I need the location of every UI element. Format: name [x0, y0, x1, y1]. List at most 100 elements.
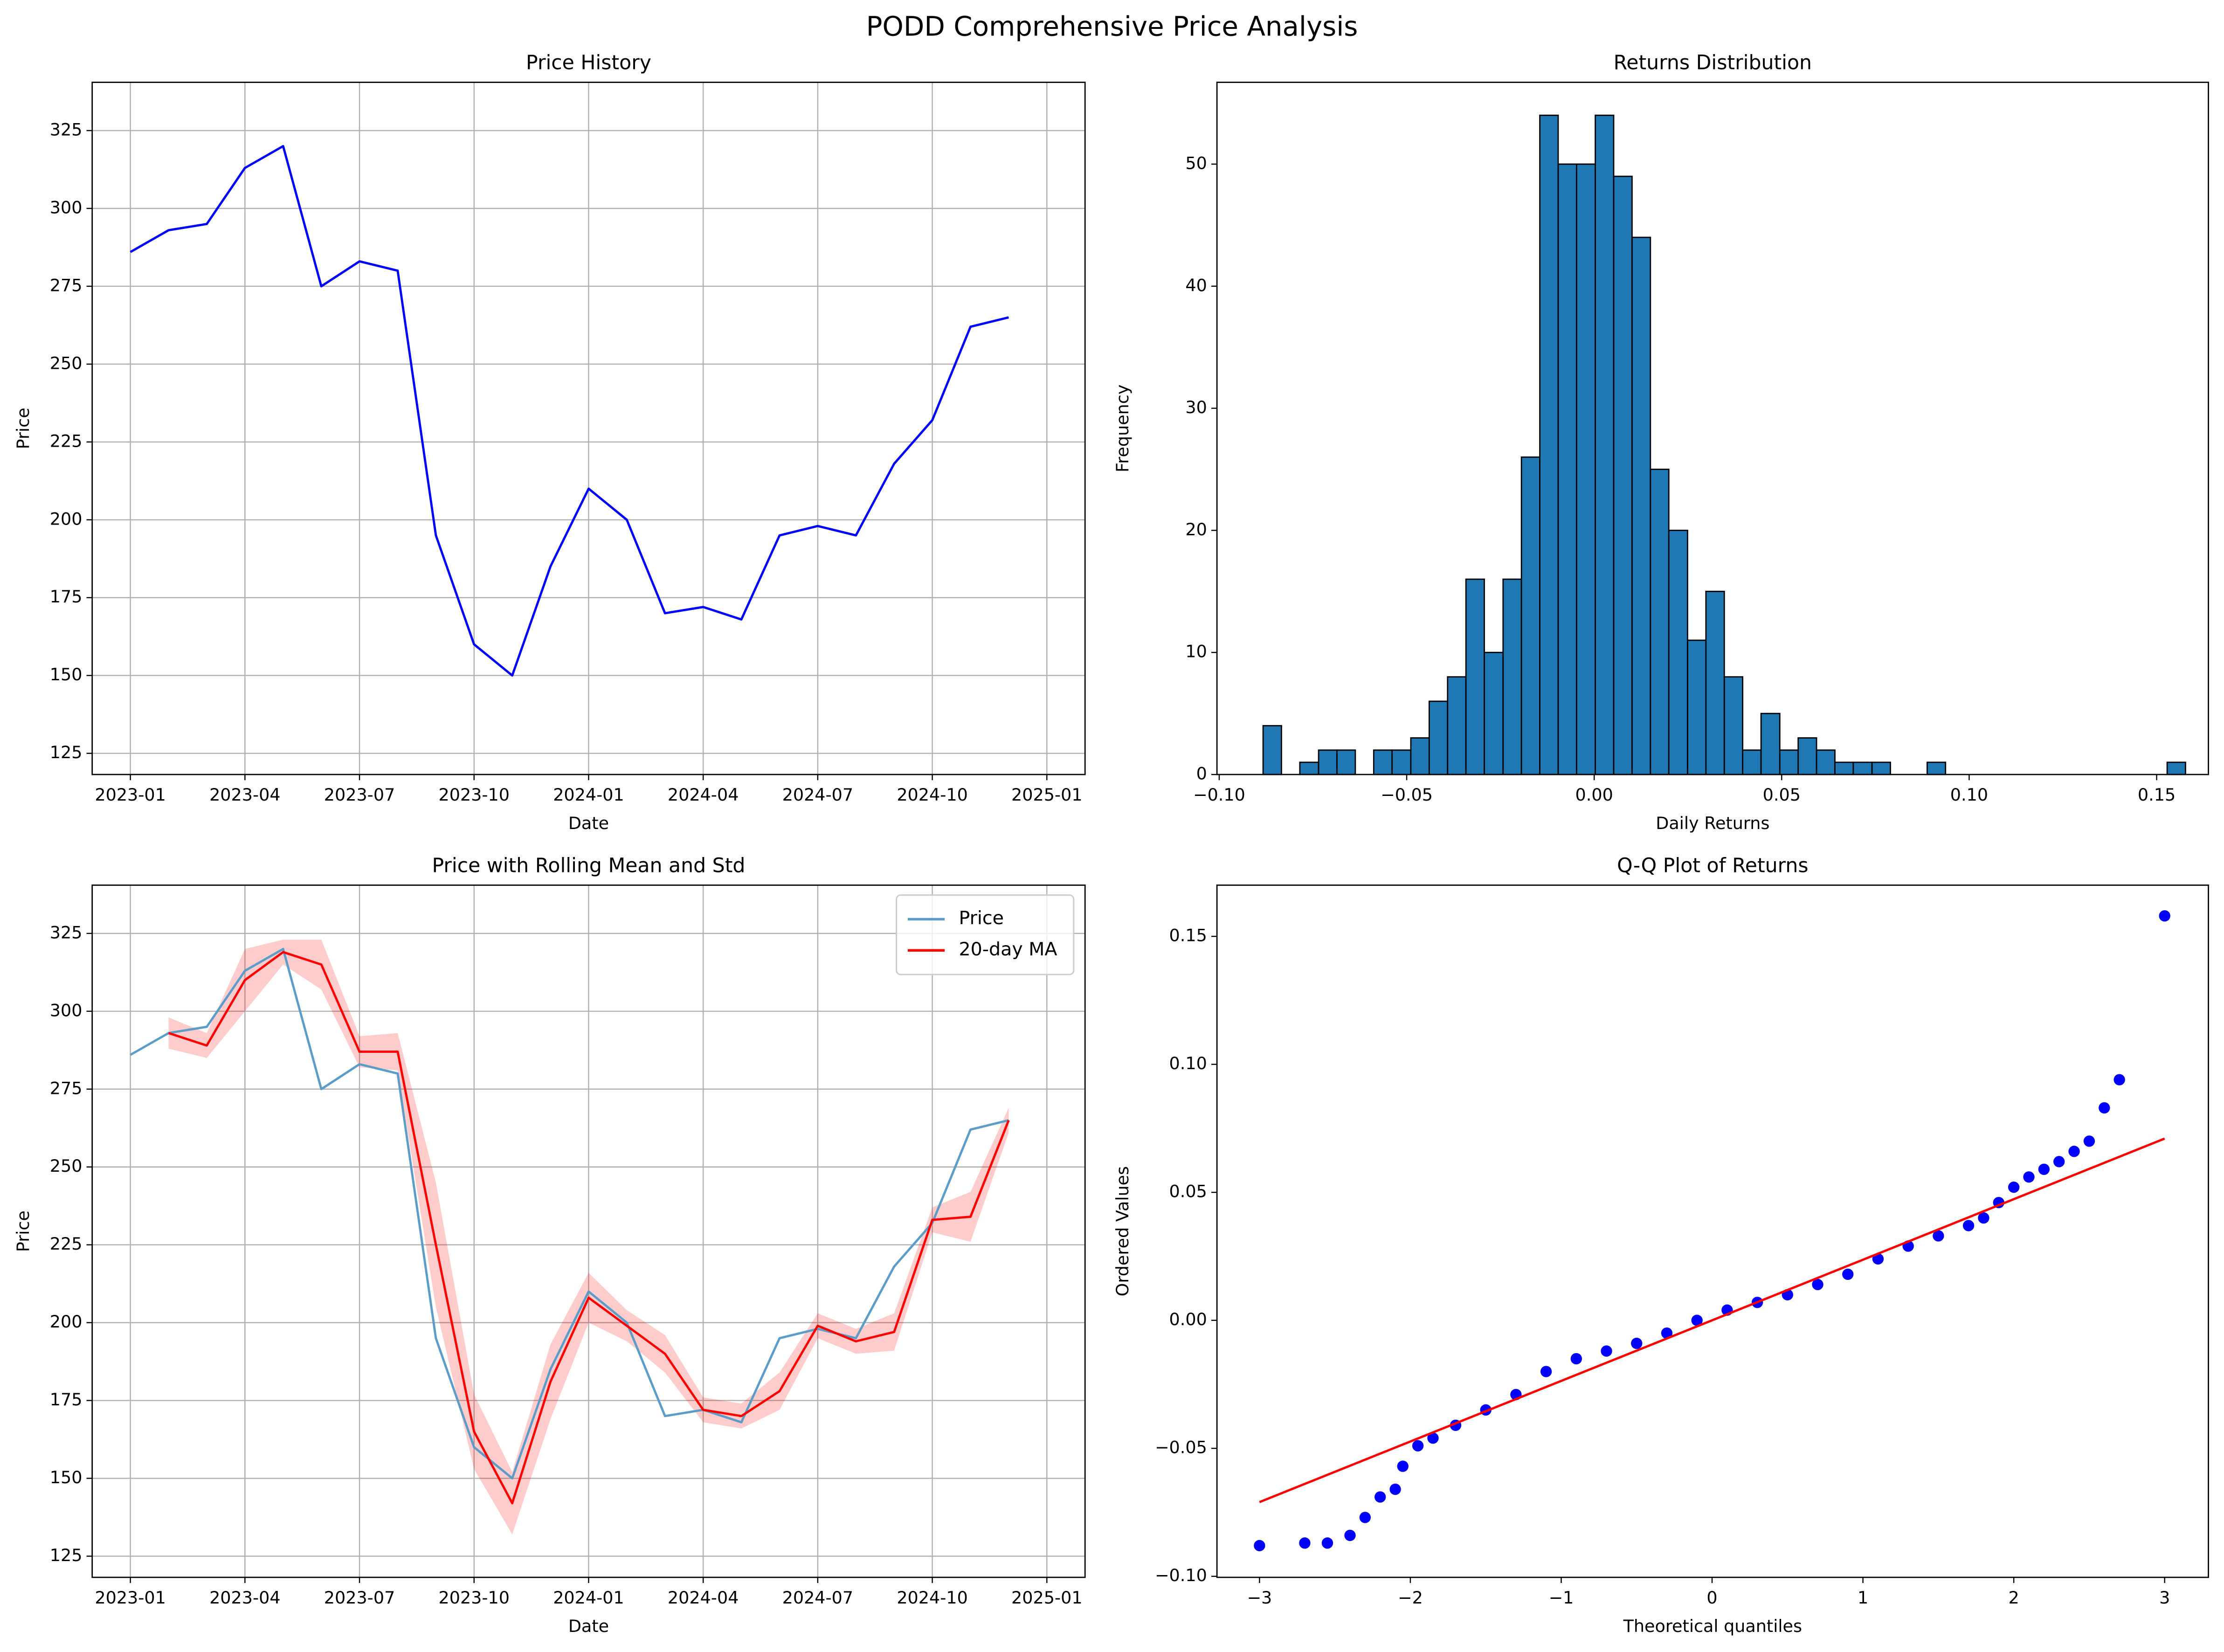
- point: [1962, 1220, 1975, 1231]
- y-tick-label: 200: [50, 1312, 83, 1332]
- bar: [1391, 749, 1412, 775]
- point: [1374, 1491, 1386, 1503]
- bar: [1687, 639, 1707, 775]
- axes-frame: [1216, 82, 2209, 775]
- x-tick-label: 0: [1706, 1588, 1717, 1608]
- bar: [1520, 456, 1540, 775]
- x-tick-label: 3: [2159, 1588, 2170, 1608]
- y-tick-label: 10: [1185, 642, 1207, 662]
- subplot: Q-Q Plot of Returns Theoretical quantiles…: [1112, 854, 2209, 1636]
- y-tick-label: 0.15: [1169, 926, 1207, 946]
- bar: [1760, 712, 1781, 775]
- bar: [1926, 761, 1947, 775]
- y-tick-label: 200: [50, 509, 83, 529]
- subplot-title: Price with Rolling Mean and Std: [432, 854, 745, 877]
- y-tick-label: 125: [50, 1545, 83, 1565]
- point: [1299, 1537, 1311, 1549]
- x-axis-label: Date: [568, 813, 609, 833]
- x-tick-label: 2024-04: [668, 785, 739, 805]
- x-tick-label: 0.15: [2138, 785, 2176, 805]
- x-tick-label: 2023-04: [209, 785, 281, 805]
- x-tick-label: −2: [1398, 1588, 1423, 1608]
- bar: [1557, 163, 1577, 775]
- legend-label: 20-day MA: [959, 939, 1057, 960]
- bar: [1373, 749, 1393, 775]
- y-tick-label: 30: [1185, 397, 1207, 417]
- x-tick-label: 2023-01: [95, 1588, 166, 1608]
- y-tick-label: 250: [50, 1156, 83, 1176]
- figure-title: PODD Comprehensive Price Analysis: [866, 11, 1358, 42]
- y-axis-label: Price: [13, 408, 33, 449]
- point: [1933, 1230, 1944, 1242]
- bar: [1834, 761, 1854, 775]
- point: [2159, 910, 2170, 922]
- legend-box: [896, 894, 1075, 975]
- point: [1427, 1432, 1439, 1444]
- subplot-title: Returns Distribution: [1614, 51, 1812, 74]
- point: [1254, 1540, 1265, 1551]
- subplot: Price History Date Price 2023-01 2023-04 2023…: [13, 51, 1086, 833]
- x-tick-label: −1: [1549, 1588, 1574, 1608]
- bar: [1613, 175, 1633, 775]
- bar: [1465, 578, 1485, 775]
- x-tick-label: 0.10: [1950, 785, 1988, 805]
- bar: [1447, 676, 1467, 775]
- point: [1631, 1337, 1643, 1349]
- x-tick-label: 2024-04: [668, 1588, 739, 1608]
- legend-label: Price: [959, 907, 1003, 929]
- bar: [1410, 737, 1430, 775]
- y-tick-label: −0.05: [1155, 1438, 1207, 1458]
- point: [1540, 1366, 1552, 1377]
- axes-frame: [91, 82, 1086, 775]
- y-tick-label: 300: [50, 197, 83, 217]
- y-axis-label: Price: [13, 1210, 33, 1252]
- y-tick-label: 0: [1196, 764, 1207, 784]
- point: [1691, 1314, 1703, 1326]
- x-tick-label: 1: [1858, 1588, 1868, 1608]
- point: [1344, 1529, 1356, 1541]
- point: [2053, 1156, 2065, 1168]
- y-tick-label: 225: [50, 431, 83, 451]
- x-tick-label: 2024-01: [553, 1588, 624, 1608]
- x-tick-label: 2025-01: [1011, 785, 1083, 805]
- bar: [1779, 749, 1799, 775]
- point: [1842, 1268, 1854, 1280]
- x-tick-label: 2025-01: [1011, 1588, 1083, 1608]
- line: [168, 951, 1010, 1505]
- point: [2083, 1135, 2095, 1147]
- x-tick-label: 2023-04: [209, 1588, 281, 1608]
- axes-frame: [91, 884, 1086, 1578]
- y-tick-label: 275: [50, 275, 83, 295]
- subplot: Returns Distribution Daily Returns Frequen…: [1112, 51, 2209, 833]
- bar: [1595, 114, 1615, 775]
- x-tick-label: 2023-01: [95, 785, 166, 805]
- bar: [1742, 749, 1762, 775]
- subplot: Price with Rolling Mean and Std Date Price…: [13, 854, 1086, 1636]
- bar: [1871, 761, 1891, 775]
- point: [1812, 1279, 1823, 1290]
- bar: [1299, 761, 1319, 775]
- fit-line: [1259, 1137, 2165, 1503]
- point: [1412, 1440, 1424, 1452]
- x-tick-label: 2023-10: [439, 1588, 510, 1608]
- point: [1570, 1353, 1582, 1365]
- x-tick-label: 2023-10: [439, 785, 510, 805]
- y-tick-label: 40: [1185, 275, 1207, 295]
- point: [1872, 1253, 1884, 1265]
- bar: [2166, 761, 2186, 775]
- x-tick-label: 2023-07: [324, 785, 395, 805]
- x-tick-label: 2024-01: [553, 785, 624, 805]
- x-tick-label: 2024-10: [897, 785, 968, 805]
- y-tick-label: 225: [50, 1234, 83, 1254]
- x-tick-label: 0.05: [1763, 785, 1801, 805]
- bar: [1723, 676, 1744, 775]
- y-tick-label: 125: [50, 742, 83, 762]
- bar: [1631, 236, 1651, 775]
- bar: [1650, 469, 1670, 775]
- x-axis-label: Date: [568, 1616, 609, 1636]
- bar: [1318, 749, 1338, 775]
- point: [1978, 1212, 1989, 1224]
- bar: [1816, 749, 1836, 775]
